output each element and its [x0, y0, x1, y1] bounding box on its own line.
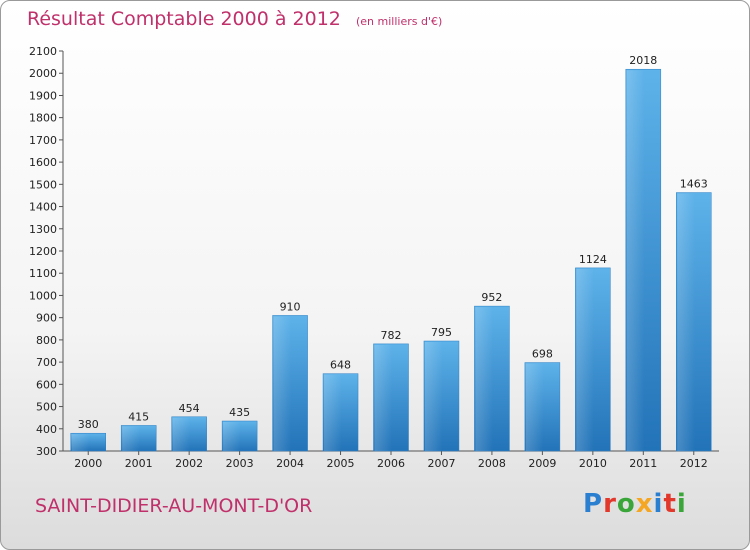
x-tick-label: 2011	[629, 457, 657, 470]
y-tick-label: 1600	[29, 156, 57, 169]
x-tick-label: 2007	[427, 457, 455, 470]
bar-value-label: 2018	[629, 54, 657, 67]
bar-highlight	[273, 316, 292, 451]
y-tick-label: 300	[36, 445, 57, 458]
logo-letter: o	[616, 489, 636, 519]
x-tick-label: 2001	[125, 457, 153, 470]
y-tick-label: 1200	[29, 245, 57, 258]
bar-value-label: 952	[481, 291, 502, 304]
y-tick-label: 900	[36, 312, 57, 325]
y-tick-label: 400	[36, 423, 57, 436]
x-tick-label: 2004	[276, 457, 304, 470]
y-tick-label: 1100	[29, 267, 57, 280]
y-tick-label: 1800	[29, 112, 57, 125]
bar-highlight	[475, 307, 493, 451]
logo-letter: i	[653, 489, 664, 519]
bar-value-label: 648	[330, 359, 351, 372]
bar-value-label: 415	[128, 410, 149, 423]
bar-value-label: 435	[229, 406, 250, 419]
bar-highlight	[324, 374, 342, 451]
x-tick-label: 2000	[74, 457, 102, 470]
y-tick-label: 1300	[29, 223, 57, 236]
y-tick-label: 800	[36, 334, 57, 347]
bar-highlight	[626, 70, 645, 451]
x-tick-label: 2005	[327, 457, 355, 470]
y-tick-label: 1700	[29, 134, 57, 147]
proxiti-logo: Proxiti	[583, 489, 687, 519]
bar-value-label: 698	[532, 348, 553, 361]
y-tick-label: 2000	[29, 67, 57, 80]
bar-value-label: 380	[78, 418, 99, 431]
bar-value-label: 910	[280, 300, 301, 313]
bar-value-label: 1463	[680, 178, 708, 191]
x-tick-label: 2002	[175, 457, 203, 470]
bar-highlight	[122, 426, 140, 451]
city-name: SAINT-DIDIER-AU-MONT-D'OR	[35, 495, 313, 517]
x-tick-label: 2006	[377, 457, 405, 470]
bar-value-label: 795	[431, 326, 452, 339]
chart-title-row: Résultat Comptable 2000 à 2012 (en milli…	[27, 8, 442, 30]
logo-letter: t	[663, 489, 677, 519]
x-tick-label: 2009	[528, 457, 556, 470]
bar-highlight	[576, 268, 594, 451]
bar-highlight	[172, 417, 191, 451]
y-tick-label: 2100	[29, 45, 57, 58]
logo-letter: P	[583, 489, 604, 519]
x-tick-label: 2003	[226, 457, 254, 470]
bar-highlight	[677, 193, 695, 452]
chart-title: Résultat Comptable 2000 à 2012	[27, 8, 341, 30]
logo-letter: x	[635, 489, 654, 519]
logo-letter: r	[603, 489, 617, 519]
bar-highlight	[374, 344, 392, 451]
bar-highlight	[71, 434, 90, 451]
y-tick-label: 1900	[29, 89, 57, 102]
x-tick-label: 2010	[579, 457, 607, 470]
x-tick-label: 2008	[478, 457, 506, 470]
y-tick-label: 1500	[29, 178, 57, 191]
x-tick-label: 2012	[680, 457, 708, 470]
y-tick-label: 1400	[29, 201, 57, 214]
bar-highlight	[424, 342, 443, 451]
y-tick-label: 1000	[29, 289, 57, 302]
bar-value-label: 454	[179, 402, 200, 415]
bar-value-label: 782	[381, 329, 402, 342]
bar-value-label: 1124	[579, 253, 607, 266]
y-tick-label: 700	[36, 356, 57, 369]
y-tick-label: 500	[36, 401, 57, 414]
chart-unit-label: (en milliers d'€)	[355, 15, 443, 28]
bar-highlight	[525, 363, 544, 451]
bar-highlight	[223, 422, 241, 451]
logo-letter: i	[676, 489, 687, 519]
y-tick-label: 600	[36, 378, 57, 391]
